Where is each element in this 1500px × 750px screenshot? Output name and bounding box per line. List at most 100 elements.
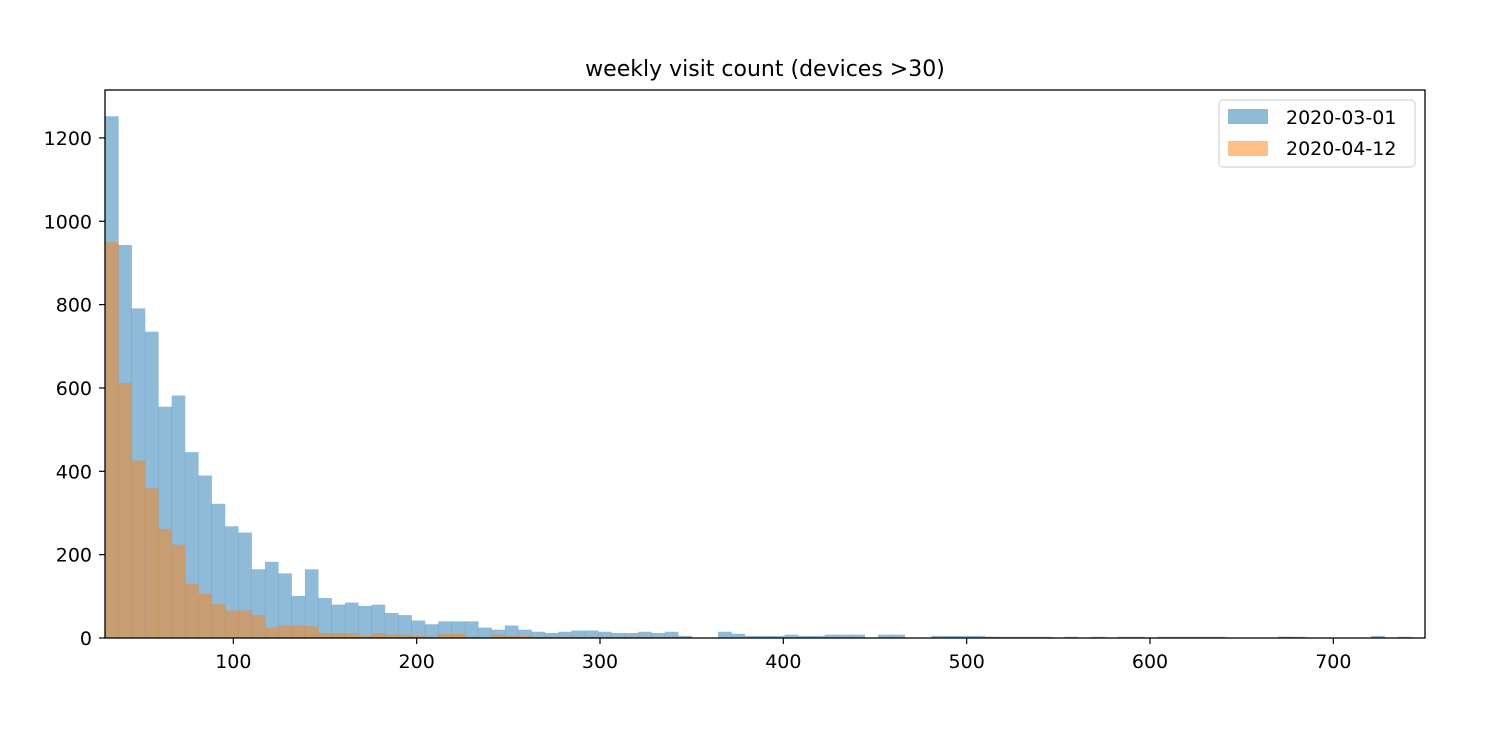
legend-swatch-2020-04-12	[1228, 141, 1268, 156]
bar-2020-04-12-bin-22	[398, 634, 412, 638]
bar-2020-03-01-bin-64	[958, 635, 972, 638]
y-tick-label-1000: 1000	[44, 211, 92, 233]
chart-title: weekly visit count (devices >30)	[585, 57, 945, 82]
bar-2020-04-12-bin-16	[318, 633, 332, 638]
bar-2020-03-01-bin-23	[411, 620, 426, 638]
bar-2020-03-01-bin-22	[398, 615, 412, 638]
bar-2020-03-01-bin-17	[331, 604, 346, 638]
bar-2020-04-12-bin-5	[171, 544, 186, 638]
bar-2020-03-01-bin-34	[558, 631, 572, 638]
bar-2020-04-12-bin-26	[451, 633, 466, 638]
bar-2020-03-01-bin-15	[304, 569, 319, 638]
bar-2020-03-01-bin-31	[518, 629, 532, 638]
bar-2020-03-01-bin-9	[224, 526, 239, 638]
bar-2020-04-12-bin-8	[211, 603, 226, 638]
bar-2020-03-01-bin-48	[744, 635, 759, 638]
bar-2020-03-01-bin-40	[638, 631, 652, 638]
y-tick-label-600: 600	[56, 378, 92, 400]
bar-2020-04-12-bin-14	[291, 625, 306, 638]
bar-2020-03-01-bin-54	[824, 634, 839, 638]
y-tick-label-400: 400	[56, 461, 92, 483]
bar-2020-03-01-bin-51	[784, 634, 799, 638]
bar-2020-03-01-bin-21	[384, 613, 399, 638]
bar-2020-04-12-bin-0	[105, 242, 119, 639]
y-tick-label-0: 0	[80, 628, 92, 650]
bar-2020-03-01-bin-47	[731, 633, 746, 638]
bar-2020-04-12-bin-15	[304, 626, 319, 638]
bar-2020-03-01-bin-29	[491, 629, 506, 638]
bar-2020-04-12-bin-30	[504, 635, 519, 638]
legend-label-2020-03-01: 2020-03-01	[1286, 107, 1396, 129]
y-tick-label-1200: 1200	[44, 128, 92, 150]
bar-2020-03-01-bin-41	[651, 633, 666, 638]
bar-2020-04-12-bin-2	[131, 460, 146, 638]
bar-2020-03-01-bin-59	[891, 634, 905, 638]
bar-2020-03-01-bin-36	[584, 630, 599, 638]
bar-2020-04-12-bin-18	[344, 633, 359, 638]
bar-2020-03-01-bin-38	[611, 633, 626, 638]
bar-2020-03-01-bin-32	[531, 631, 546, 638]
bar-2020-03-01-bin-56	[851, 634, 866, 638]
x-axis: 100 200 300 400 500 600 700	[215, 638, 1351, 673]
bar-2020-03-01-bin-65	[971, 635, 985, 638]
bar-2020-03-01-bin-95	[1371, 635, 1385, 638]
bar-2020-04-12-bin-7	[198, 593, 212, 638]
bar-2020-03-01-bin-46	[718, 631, 732, 638]
bar-2020-03-01-bin-63	[944, 635, 959, 638]
bar-2020-04-12-bin-20	[371, 633, 386, 638]
histogram-bars	[105, 116, 1412, 639]
bar-2020-04-12-bin-19	[358, 635, 372, 638]
bar-2020-03-01-bin-62	[931, 635, 945, 638]
bar-2020-04-12-bin-10	[238, 610, 252, 638]
bar-2020-03-01-bin-16	[318, 597, 332, 638]
bar-2020-04-12-bin-25	[438, 633, 452, 638]
bar-2020-03-01-bin-18	[344, 602, 359, 638]
y-tick-label-800: 800	[56, 295, 92, 317]
legend-swatch-2020-03-01	[1228, 109, 1268, 124]
x-tick-label-100: 100	[215, 651, 251, 673]
y-tick-label-200: 200	[56, 545, 92, 567]
bar-2020-04-12-bin-1	[118, 382, 132, 638]
bar-2020-04-12-bin-3	[144, 488, 159, 638]
bar-2020-03-01-bin-13	[278, 573, 292, 638]
x-tick-label-600: 600	[1132, 651, 1168, 673]
bar-2020-03-01-bin-58	[878, 634, 892, 638]
bar-2020-03-01-bin-24	[424, 624, 439, 638]
bar-2020-03-01-bin-50	[771, 635, 786, 638]
bar-2020-03-01-bin-37	[598, 631, 612, 638]
bar-2020-03-01-bin-53	[811, 635, 826, 638]
legend: 2020-03-01 2020-04-12	[1218, 99, 1416, 168]
bar-2020-03-01-bin-33	[544, 633, 559, 638]
bar-2020-04-12-bin-9	[224, 610, 239, 638]
bar-2020-04-12-bin-29	[491, 634, 506, 638]
x-tick-label-200: 200	[399, 651, 435, 673]
bar-2020-04-12-bin-31	[518, 635, 532, 638]
bar-2020-03-01-bin-55	[838, 634, 852, 638]
bar-2020-03-01-bin-35	[571, 630, 586, 638]
bar-2020-04-12-bin-6	[184, 583, 199, 638]
bar-2020-03-01-bin-27	[464, 621, 479, 638]
bar-2020-03-01-bin-42	[664, 631, 679, 638]
bar-2020-03-01-bin-28	[478, 627, 492, 638]
bar-2020-03-01-bin-19	[358, 605, 372, 638]
plot-frame	[104, 89, 1426, 639]
bar-2020-04-12-bin-4	[158, 528, 172, 638]
x-tick-label-700: 700	[1315, 651, 1351, 673]
bar-2020-03-01-bin-12	[264, 561, 279, 638]
x-tick-label-400: 400	[765, 651, 801, 673]
y-axis: 0 200 400 600 800 1000 1200	[44, 128, 105, 650]
bar-2020-04-12-bin-17	[331, 633, 346, 638]
bar-2020-04-12-bin-13	[278, 625, 292, 638]
bar-2020-04-12-bin-23	[411, 635, 426, 638]
bar-2020-03-01-bin-20	[371, 604, 386, 638]
legend-label-2020-04-12: 2020-04-12	[1286, 138, 1396, 160]
bar-2020-03-01-bin-43	[678, 635, 692, 638]
bar-2020-03-01-bin-49	[758, 635, 772, 638]
bar-2020-04-12-bin-21	[384, 634, 399, 638]
bar-2020-03-01-bin-52	[798, 635, 812, 638]
bar-2020-03-01-bin-39	[624, 633, 639, 638]
x-tick-label-300: 300	[582, 651, 618, 673]
bar-2020-04-12-bin-12	[264, 627, 279, 638]
x-tick-label-500: 500	[949, 651, 985, 673]
